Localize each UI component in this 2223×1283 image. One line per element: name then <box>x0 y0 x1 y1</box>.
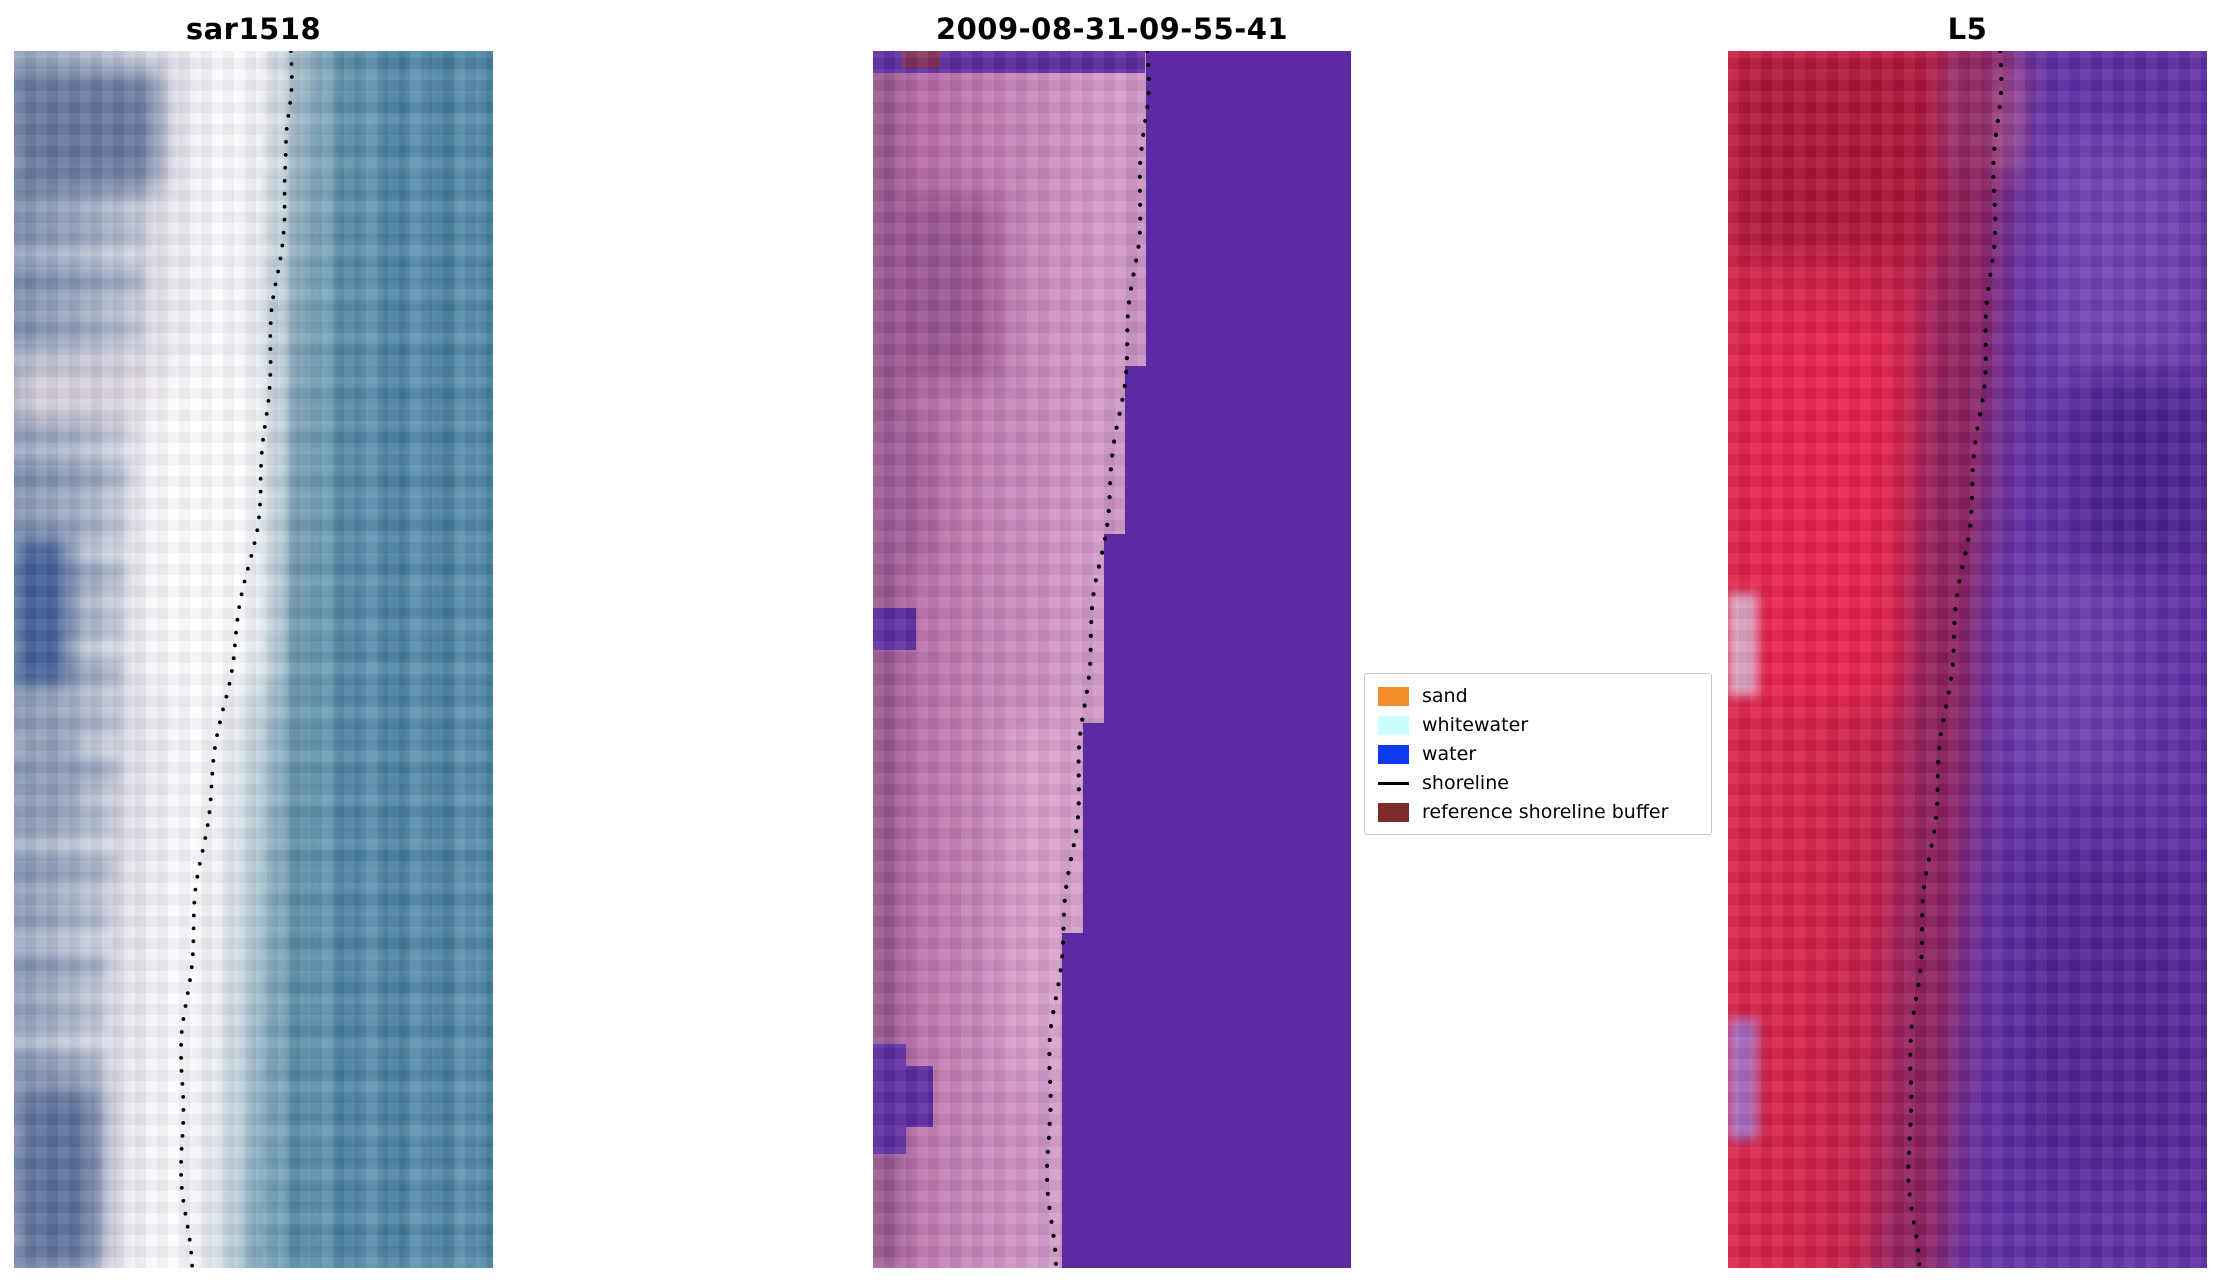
legend-swatch-water <box>1378 744 1409 764</box>
texture-blob <box>23 720 72 818</box>
legend-label-reference-buffer: reference shoreline buffer <box>1422 801 1669 823</box>
texture-blob <box>873 416 931 563</box>
legend-item-sand: sand <box>1378 685 1698 707</box>
sar1518-image <box>14 51 493 1268</box>
texture-blob <box>1728 51 1949 258</box>
classified-image <box>873 51 1351 1268</box>
texture-blob <box>1742 318 1896 709</box>
sar-water-texture <box>263 51 493 1268</box>
texture-blob <box>877 197 998 380</box>
texture-blob <box>138 367 264 684</box>
legend-swatch-sand <box>1378 686 1409 706</box>
legend-swatch-shoreline-line <box>1378 781 1409 785</box>
texture-blob <box>2015 854 2198 1171</box>
legend-item-whitewater: whitewater <box>1378 714 1698 736</box>
panel-title-l5: L5 <box>1947 11 1988 46</box>
water-mask-and-shoreline-overlay <box>1045 51 1351 1268</box>
classified-pixel-patch <box>873 1065 933 1127</box>
shoreline-dots-overlay <box>179 51 294 1268</box>
panel-l5: L5 <box>1728 6 2207 1268</box>
legend-item-shoreline: shoreline <box>1378 772 1698 794</box>
legend-label-sand: sand <box>1422 685 1468 707</box>
texture-blob <box>14 537 67 684</box>
panel-classified-2009-08-31: 2009-08-31-09-55-41 <box>873 6 1351 1268</box>
classified-pixel-patch <box>873 51 1146 73</box>
texture-blob <box>2005 562 2140 782</box>
l5-pixel-patch <box>1728 592 1757 696</box>
texture-blob <box>2082 379 2207 563</box>
classified-pixel-patch <box>873 608 917 650</box>
texture-blob <box>14 75 158 185</box>
texture-blob <box>14 1085 101 1268</box>
l5-image <box>1728 51 2207 1268</box>
panel-sar1518: sar1518 <box>14 6 493 1268</box>
legend: sand whitewater water shoreline referenc… <box>1364 673 1712 835</box>
legend-label-water: water <box>1422 743 1477 765</box>
pixel-grid-overlay <box>1728 51 2207 1268</box>
legend-item-reference-shoreline-buffer: reference shoreline buffer <box>1378 801 1698 823</box>
legend-swatch-reference-buffer <box>1378 802 1409 822</box>
legend-swatch-whitewater <box>1378 715 1409 735</box>
legend-label-whitewater: whitewater <box>1422 714 1529 736</box>
legend-item-water: water <box>1378 743 1698 765</box>
shoreline-dots-overlay <box>1906 51 2004 1267</box>
texture-blob <box>2044 136 2198 380</box>
pixel-grid-overlay <box>14 51 493 1268</box>
classified-pixel-patch <box>901 51 940 69</box>
panel-title-classified: 2009-08-31-09-55-41 <box>935 11 1289 46</box>
panel-title-sar1518: sar1518 <box>185 11 322 46</box>
legend-label-shoreline: shoreline <box>1422 772 1509 794</box>
l5-pixel-patch <box>1728 1018 1757 1141</box>
